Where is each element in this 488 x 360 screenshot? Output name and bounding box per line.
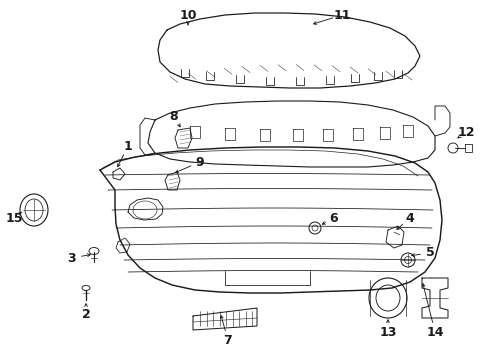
Text: 14: 14: [426, 325, 443, 338]
Text: 7: 7: [223, 333, 232, 346]
Text: 3: 3: [67, 252, 76, 265]
Text: 12: 12: [456, 126, 474, 139]
Text: 9: 9: [195, 156, 204, 168]
Text: 11: 11: [332, 9, 350, 22]
Text: 1: 1: [123, 140, 132, 153]
Text: 13: 13: [379, 325, 396, 338]
Text: 8: 8: [169, 109, 178, 122]
Text: 4: 4: [405, 212, 413, 225]
Text: 15: 15: [5, 212, 23, 225]
Text: 2: 2: [81, 309, 90, 321]
Text: 5: 5: [425, 247, 433, 260]
Text: 10: 10: [179, 9, 196, 22]
Text: 6: 6: [329, 212, 338, 225]
